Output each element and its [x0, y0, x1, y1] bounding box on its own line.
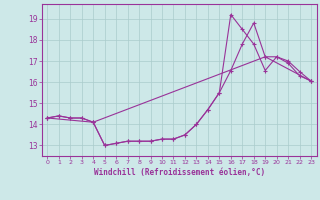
X-axis label: Windchill (Refroidissement éolien,°C): Windchill (Refroidissement éolien,°C): [94, 168, 265, 177]
